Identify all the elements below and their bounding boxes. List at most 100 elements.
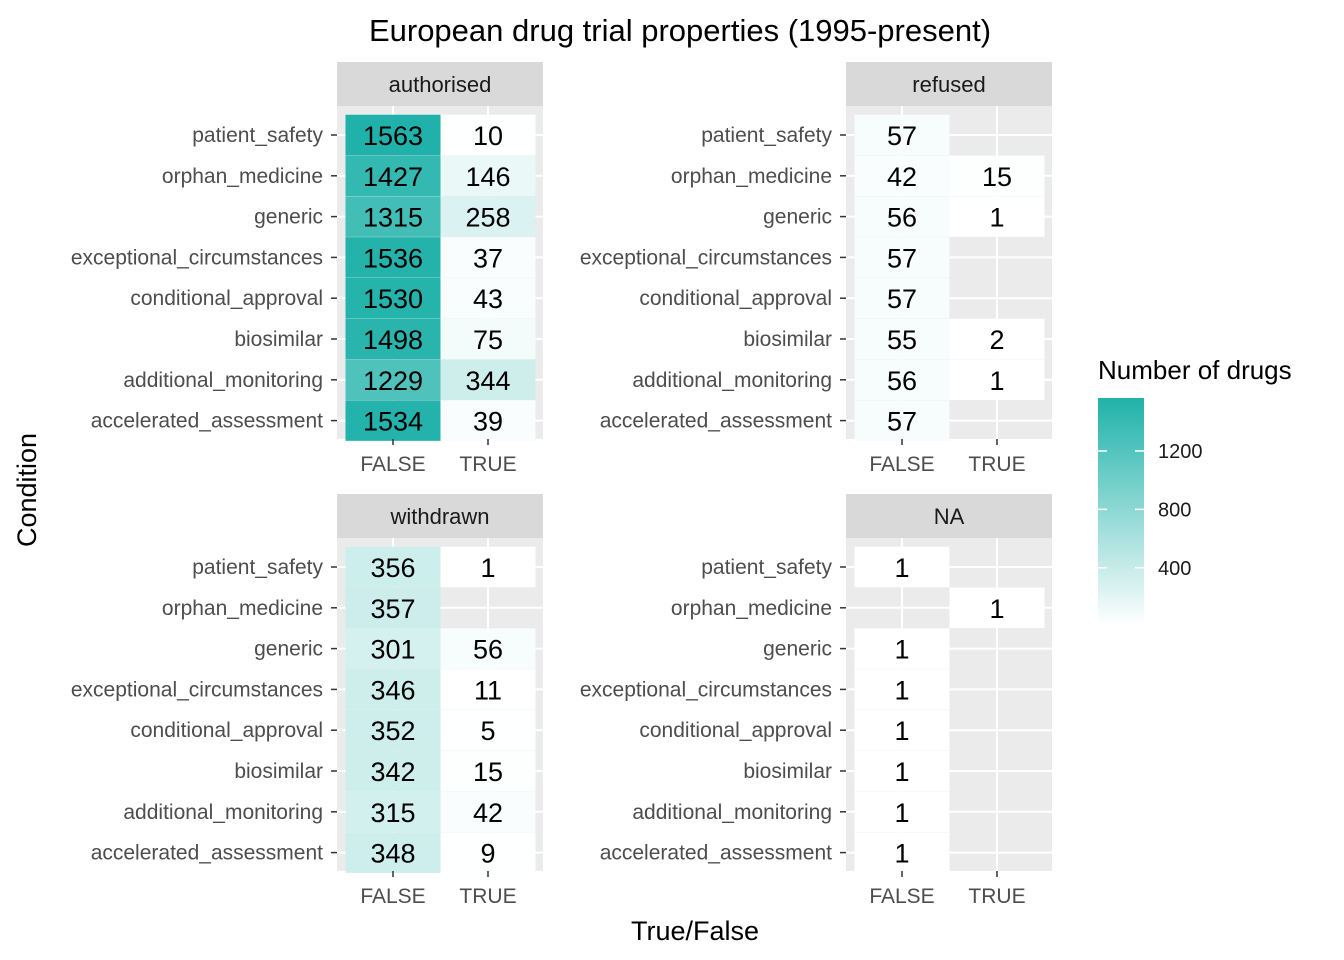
heatmap-tile — [440, 709, 536, 751]
tile-value-label: 39 — [473, 407, 503, 437]
x-tick-label: TRUE — [459, 453, 516, 476]
heatmap-tile — [345, 318, 441, 360]
y-tick-label: biosimilar — [743, 328, 832, 351]
tile-value-label: 301 — [370, 635, 415, 665]
heatmap-tile — [345, 750, 441, 792]
y-tick-label: patient_safety — [701, 556, 832, 579]
tile-value-label: 1 — [894, 757, 909, 787]
tile-value-label: 42 — [887, 162, 917, 192]
tile-value-label: 75 — [473, 325, 503, 355]
tile-value-label: 315 — [370, 798, 415, 828]
heatmap-tile — [440, 196, 536, 237]
y-axis-title: Condition — [12, 433, 42, 547]
heatmap-tile — [345, 114, 441, 156]
tile-value-label: 1 — [480, 553, 495, 583]
heatmap-tile — [440, 669, 536, 710]
heatmap-tile — [440, 791, 536, 833]
heatmap-tile — [854, 155, 950, 197]
y-tick-label: orphan_medicine — [162, 165, 323, 188]
tile-value-label: 57 — [887, 121, 917, 151]
y-tick-label: exceptional_circumstances — [580, 678, 832, 701]
heatmap-tile — [949, 155, 1045, 197]
tile-value-label: 1 — [894, 553, 909, 583]
heatmap-tile — [854, 750, 950, 792]
y-tick-label: accelerated_assessment — [600, 842, 832, 865]
facet-strip — [846, 494, 1052, 538]
y-tick-label: additional_monitoring — [632, 801, 832, 824]
heatmap-tile — [949, 318, 1045, 360]
heatmap-tile — [854, 196, 950, 237]
tile-value-label: 56 — [473, 635, 503, 665]
heatmap-tile — [345, 155, 441, 197]
x-tick-label: FALSE — [360, 885, 425, 908]
tile-value-label: 1534 — [363, 407, 423, 437]
tile-value-label: 352 — [370, 716, 415, 746]
heatmap-tile — [345, 277, 441, 319]
tile-value-label: 11 — [474, 675, 502, 705]
tile-value-label: 346 — [370, 675, 415, 705]
heatmap-tile — [345, 669, 441, 710]
heatmap-tile — [854, 669, 950, 710]
y-tick-label: exceptional_circumstances — [71, 246, 323, 269]
y-tick-label: biosimilar — [743, 760, 832, 783]
heatmap-tile — [854, 709, 950, 751]
heatmap-tile — [440, 237, 536, 278]
legend-colorbar — [1098, 398, 1144, 626]
tile-value-label: 56 — [887, 366, 917, 396]
tile-value-label: 1 — [894, 716, 909, 746]
tile-value-label: 1530 — [363, 284, 423, 314]
tile-value-label: 1315 — [363, 203, 423, 233]
y-tick-label: patient_safety — [192, 556, 323, 579]
facet-2: withdrawn 356 1 357 301 56 346 11 352 5 342 15 315 42… — [71, 494, 543, 908]
tile-value-label: 15 — [982, 162, 1012, 192]
heatmap-tile — [345, 832, 441, 873]
y-tick-label: patient_safety — [701, 124, 832, 147]
heatmap-tile — [345, 196, 441, 237]
tile-value-label: 1536 — [363, 243, 423, 273]
heatmap-tile — [949, 587, 1045, 629]
y-tick-label: conditional_approval — [130, 287, 323, 310]
y-tick-label: additional_monitoring — [123, 369, 323, 392]
heatmap-tile — [345, 628, 441, 669]
y-tick-label: accelerated_assessment — [91, 410, 323, 433]
heatmap-tile — [854, 628, 950, 669]
y-tick-label: exceptional_circumstances — [71, 678, 323, 701]
legend-tick-label: 400 — [1158, 558, 1191, 580]
heatmap-tile — [854, 832, 950, 873]
y-tick-label: exceptional_circumstances — [580, 246, 832, 269]
y-tick-label: orphan_medicine — [162, 597, 323, 620]
chart-title: European drug trial properties (1995-pre… — [369, 13, 991, 48]
tile-value-label: 42 — [473, 798, 503, 828]
y-tick-label: conditional_approval — [639, 287, 832, 310]
heatmap-tile — [440, 359, 536, 401]
y-tick-label: orphan_medicine — [671, 597, 832, 620]
facet-strip-label: withdrawn — [389, 504, 489, 529]
facet-strip-label: authorised — [389, 72, 492, 97]
y-tick-label: conditional_approval — [639, 719, 832, 742]
tile-value-label: 1 — [989, 203, 1004, 233]
tile-value-label: 43 — [473, 284, 503, 314]
y-tick-label: biosimilar — [234, 760, 323, 783]
x-tick-label: TRUE — [459, 885, 516, 908]
legend: Number of drugs 400 800 1200 — [1098, 355, 1292, 626]
tile-value-label: 348 — [370, 839, 415, 869]
y-tick-label: orphan_medicine — [671, 165, 832, 188]
heatmap-tile — [345, 791, 441, 833]
heatmap-tile — [440, 628, 536, 669]
tile-value-label: 5 — [480, 716, 495, 746]
heatmap-tile — [440, 400, 536, 441]
heatmap-tile — [949, 196, 1045, 237]
heatmap-tile — [345, 587, 441, 629]
heatmap-tile — [440, 750, 536, 792]
heatmap-tile — [345, 359, 441, 401]
facet-0: authorised 1563 10 1427 146 1315 258 1536 37 1530… — [71, 62, 543, 476]
heatmap-tile — [440, 155, 536, 197]
tile-value-label: 356 — [370, 553, 415, 583]
x-tick-label: FALSE — [360, 453, 425, 476]
heatmap-tile — [854, 114, 950, 156]
tile-value-label: 146 — [465, 162, 510, 192]
y-tick-label: generic — [763, 638, 832, 661]
tile-value-label: 55 — [887, 325, 917, 355]
y-tick-label: patient_safety — [192, 124, 323, 147]
